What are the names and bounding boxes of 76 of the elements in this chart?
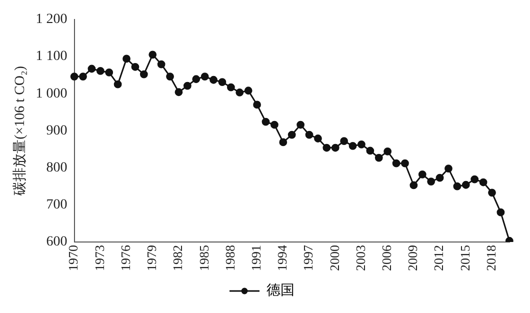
point	[479, 178, 488, 186]
x-tick-label: 2018	[483, 245, 498, 271]
x-tick-label: 1982	[170, 245, 186, 271]
point	[148, 50, 157, 59]
point	[366, 146, 374, 155]
x-tick-label: 1988	[222, 245, 238, 271]
point	[157, 60, 166, 68]
x-tick-label: 1973	[92, 245, 107, 271]
point	[358, 140, 366, 148]
y-axis-title: 碳排放量(×106 t CO₂)	[12, 66, 28, 196]
point	[427, 178, 436, 186]
point	[296, 120, 304, 129]
y-tick-label: 1 000	[36, 86, 68, 102]
y-tick-label: 700	[46, 198, 68, 213]
point	[305, 130, 314, 139]
y-tick-label: 600	[46, 234, 68, 250]
point	[262, 118, 270, 126]
point	[444, 164, 452, 172]
point	[288, 130, 296, 139]
x-tick-label: 1979	[144, 245, 160, 271]
point	[218, 78, 226, 86]
point	[244, 86, 252, 95]
x-tick-label: 1991	[248, 245, 264, 271]
point	[496, 208, 505, 216]
x-tick-label: 2003	[352, 245, 368, 271]
point	[200, 72, 209, 80]
point	[270, 120, 278, 129]
y-tick-label: 1 100	[36, 49, 68, 64]
x-tick-label: 1976	[118, 244, 133, 271]
x-tick-label: 1994	[274, 244, 290, 271]
point	[418, 170, 426, 178]
x-tick-label: 2012	[431, 245, 446, 271]
x-tick-label: 2015	[457, 245, 472, 271]
point	[470, 175, 479, 184]
y-tick-label: 1 200	[36, 12, 68, 28]
x-tick-label: 2009	[405, 245, 420, 271]
point	[105, 68, 114, 76]
point	[236, 88, 244, 96]
point	[331, 144, 340, 152]
point	[462, 180, 470, 189]
legend-label: 德国	[266, 282, 294, 299]
point	[114, 80, 122, 88]
point	[436, 174, 444, 182]
point	[166, 72, 174, 80]
point	[348, 142, 357, 150]
point	[410, 181, 418, 190]
point	[314, 134, 322, 142]
point	[131, 62, 140, 71]
point	[488, 188, 496, 197]
point	[96, 67, 104, 75]
point	[174, 88, 183, 96]
x-tick-label: 1970	[66, 245, 81, 271]
point	[183, 82, 192, 90]
x-tick-label: 2006	[378, 244, 394, 271]
point	[79, 72, 87, 80]
x-tick-label: 1997	[300, 244, 316, 271]
point	[384, 148, 392, 156]
point	[340, 137, 348, 146]
x-tick-label: 2000	[326, 245, 342, 271]
point	[192, 75, 200, 84]
point	[374, 154, 383, 162]
point	[70, 72, 78, 80]
point	[210, 76, 218, 84]
point	[279, 138, 288, 146]
point	[253, 100, 261, 109]
point	[401, 159, 409, 168]
point	[122, 54, 130, 63]
point	[392, 159, 400, 168]
point	[226, 83, 235, 92]
x-tick-label: 1985	[196, 245, 212, 271]
y-tick-label: 900	[46, 123, 68, 138]
point	[453, 182, 462, 190]
y-tick-label: 800	[46, 160, 68, 176]
point	[88, 64, 96, 73]
point	[140, 70, 148, 78]
point	[322, 144, 331, 152]
